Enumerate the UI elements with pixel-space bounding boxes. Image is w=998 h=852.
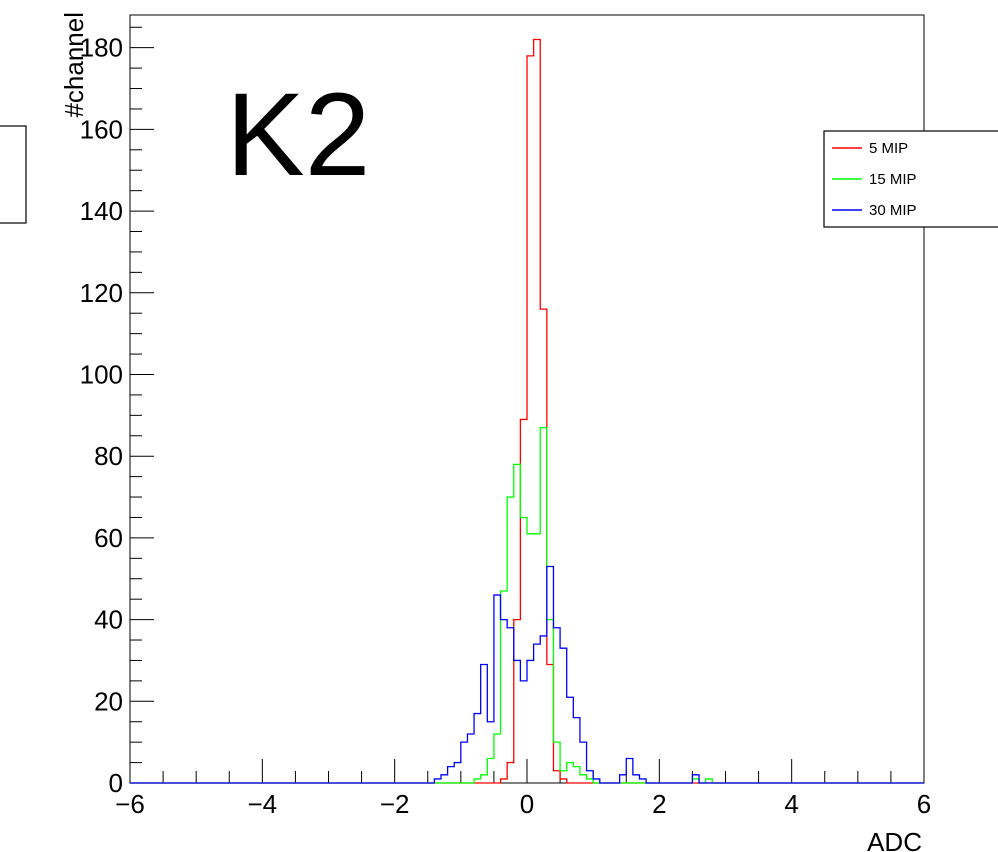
legend: 5 MIP 15 MIP 30 MIP — [823, 130, 998, 228]
y-tick-label: 180 — [80, 33, 123, 63]
stats-box — [0, 125, 27, 224]
y-tick-label: 60 — [94, 523, 123, 553]
x-tick-label: −6 — [115, 789, 145, 819]
x-tick-label: 2 — [652, 789, 666, 819]
y-tick-label: 120 — [80, 278, 123, 308]
y-tick-label: 40 — [94, 605, 123, 635]
x-axis-title: ADC — [867, 827, 922, 852]
axis-ticks — [129, 26, 925, 784]
y-axis-title: #channel — [59, 12, 89, 118]
series-line — [130, 565, 924, 784]
x-tick-label: −4 — [248, 789, 278, 819]
y-tick-label: 20 — [94, 686, 123, 716]
y-tick-label: 140 — [80, 196, 123, 226]
x-tick-label: 0 — [520, 789, 534, 819]
x-tick-label: 4 — [784, 789, 798, 819]
legend-label: 5 MIP — [869, 140, 908, 157]
y-tick-label: 100 — [80, 359, 123, 389]
legend-label: 30 MIP — [869, 202, 917, 219]
legend-label: 15 MIP — [869, 171, 917, 188]
series-layer — [130, 38, 924, 784]
panel-label: K2 — [226, 69, 370, 201]
x-tick-label: 6 — [917, 789, 931, 819]
y-tick-label: 160 — [80, 114, 123, 144]
y-tick-label: 0 — [109, 768, 123, 798]
series-line — [130, 426, 924, 784]
y-tick-label: 80 — [94, 441, 123, 471]
x-tick-label: −2 — [380, 789, 410, 819]
